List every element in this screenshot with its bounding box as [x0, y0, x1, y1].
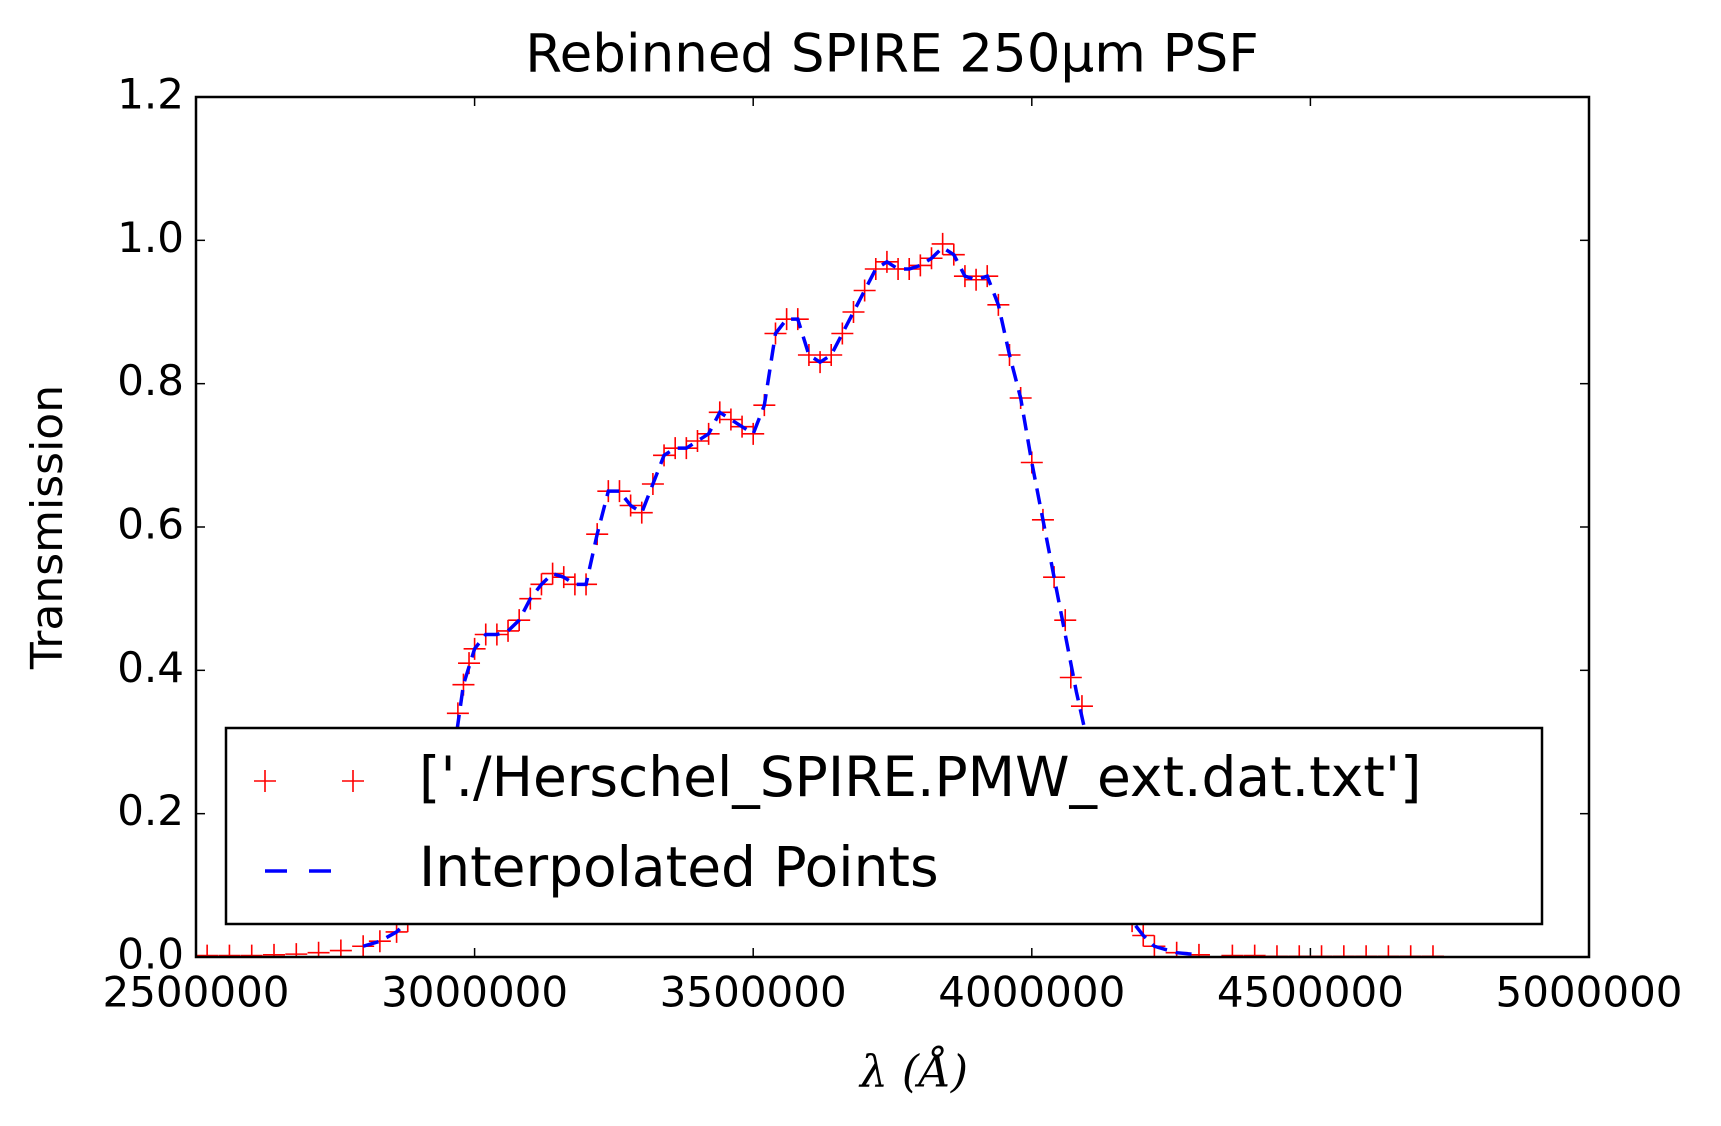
data-point	[1243, 944, 1266, 957]
y-tick-label: 0.0	[117, 930, 184, 979]
legend-label: Interpolated Points	[419, 835, 939, 899]
legend-box	[224, 726, 1544, 926]
y-axis-label: Transmission	[22, 385, 73, 670]
data-point	[1187, 943, 1210, 957]
data-point	[797, 344, 820, 366]
data-point	[909, 254, 932, 277]
data-point	[719, 408, 742, 431]
y-tick-label: 0.8	[117, 356, 184, 405]
plot-frame	[194, 95, 1591, 959]
data-point	[307, 941, 330, 957]
legend-marker	[342, 770, 364, 792]
x-tick-label: 4000000	[938, 968, 1125, 1017]
data-point	[329, 939, 352, 957]
x-axis-label: λ (Å)	[858, 1045, 968, 1098]
data-point	[368, 930, 391, 953]
y-tick-label: 0.6	[117, 500, 184, 549]
data-line	[362, 245, 1200, 957]
data-point	[285, 943, 308, 957]
x-tick-label: 5000000	[1495, 968, 1682, 1017]
chart-title: Rebinned SPIRE 250μm PSF	[525, 24, 1259, 85]
x-tick-label: 3500000	[660, 968, 847, 1017]
data-point	[541, 562, 564, 585]
x-tick-label: 3000000	[381, 968, 568, 1017]
data-point	[497, 619, 520, 642]
data-point	[831, 322, 854, 345]
x-tick-label: 4500000	[1217, 968, 1404, 1017]
data-point	[864, 258, 887, 280]
y-tick-label: 0.4	[117, 643, 184, 692]
data-point	[686, 430, 709, 452]
data-point	[742, 422, 765, 445]
y-tick-label: 1.0	[117, 213, 184, 262]
data-point	[1054, 609, 1077, 632]
x-tick-label: 2500000	[102, 968, 289, 1017]
y-tick-label: 1.2	[117, 70, 184, 119]
data-point	[1221, 944, 1244, 957]
data-point	[853, 279, 876, 302]
data-point	[820, 344, 843, 366]
y-tick-label: 0.2	[117, 786, 184, 835]
data-point	[965, 268, 988, 291]
legend-marker	[254, 770, 276, 792]
data-point	[218, 944, 241, 957]
data-point	[630, 501, 653, 524]
data-point	[240, 944, 263, 957]
data-point	[263, 943, 286, 957]
data-point	[842, 301, 865, 323]
legend-label: ['./Herschel_SPIRE.PMW_ext.dat.txt']	[419, 745, 1421, 809]
data-point	[196, 944, 219, 957]
data-point	[931, 232, 954, 255]
